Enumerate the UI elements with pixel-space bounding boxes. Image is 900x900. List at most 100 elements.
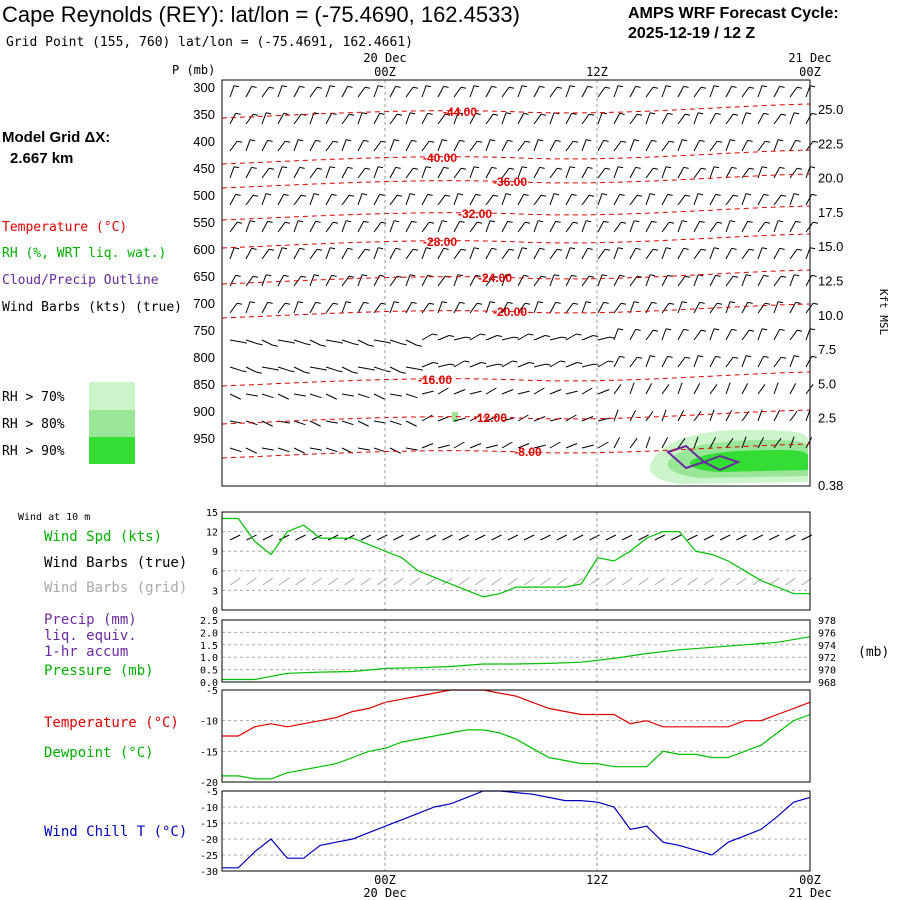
- profile-wind-barb-flag: [602, 274, 608, 277]
- profile-wind-barb: [677, 248, 685, 260]
- profile-wind-barb-flag: [385, 341, 391, 344]
- profile-wind-barb-flag: [236, 140, 243, 143]
- profile-wind-barb-flag: [459, 301, 465, 304]
- profile-wind-barb-flag: [796, 248, 803, 251]
- profile-wind-barb-flag: [603, 220, 609, 223]
- profile-wind-barb-flag: [635, 85, 641, 88]
- profile-wind-barb-flag: [508, 167, 515, 170]
- profile-wind-barb: [741, 436, 747, 449]
- profile-wind-barb: [549, 167, 558, 179]
- profile-wind-barb-flag: [634, 220, 640, 223]
- dewpoint-line: [222, 713, 811, 780]
- profile-wind-barb: [613, 275, 621, 287]
- profile-wind-barb-flag: [523, 112, 529, 115]
- profile-wind-barb-flag: [748, 167, 755, 170]
- profile-wind-barb-flag: [545, 335, 551, 337]
- height-tick-label: 7.5: [818, 342, 836, 357]
- profile-wind-barb-flag: [538, 301, 544, 304]
- profile-wind-barb: [645, 167, 654, 179]
- profile-wind-barb: [421, 140, 430, 152]
- profile-wind-barb-flag: [442, 301, 448, 304]
- profile-wind-barb: [629, 275, 638, 287]
- profile-wind-barb-flag: [779, 328, 785, 331]
- profile-wind-barb: [453, 417, 466, 422]
- profile-wind-barb-flag: [337, 370, 343, 373]
- profile-wind-barb: [709, 113, 717, 125]
- profile-wind-barb-flag: [730, 220, 736, 223]
- profile-wind-barb: [309, 420, 322, 427]
- profile-wind-barb-flag: [619, 112, 625, 115]
- profile-wind-barb-flag: [635, 166, 641, 169]
- profile-wind-barb: [725, 275, 734, 287]
- profile-wind-barb: [805, 356, 813, 368]
- precip-tick-label: 1.0: [200, 653, 218, 664]
- profile-wind-barb: [229, 85, 235, 98]
- profile-wind-barb: [549, 389, 562, 395]
- profile-wind-barb-flag: [555, 139, 561, 142]
- profile-wind-barb: [453, 86, 462, 98]
- profile-wind-barb-flag: [492, 113, 499, 116]
- profile-wind-barb: [709, 166, 715, 179]
- profile-wind-barb: [325, 166, 331, 179]
- profile-wind-barb: [453, 221, 461, 233]
- profile-wind-barb-flag: [730, 139, 736, 142]
- profile-wind-barb: [805, 194, 813, 206]
- wind-tick-label: 9: [212, 547, 218, 558]
- profile-wind-barb: [725, 194, 734, 206]
- profile-wind-barb-flag: [475, 193, 481, 196]
- profile-wind-barb-flag: [780, 275, 787, 278]
- profile-wind-barb: [789, 221, 797, 233]
- profile-wind-barb-flag: [748, 86, 755, 89]
- profile-wind-barb: [261, 393, 274, 399]
- profile-wind-barb-flag: [300, 275, 307, 278]
- profile-wind-barb: [293, 447, 306, 454]
- profile-wind-barb-flag: [480, 333, 486, 336]
- profile-wind-barb-flag: [332, 221, 339, 224]
- profile-wind-barb: [277, 302, 286, 314]
- profile-wind-barb: [277, 447, 290, 453]
- profile-wind-barb: [245, 447, 258, 454]
- profile-wind-barb-flag: [764, 140, 771, 143]
- profile-wind-barb: [437, 335, 450, 341]
- profile-wind-barb: [261, 302, 269, 314]
- profile-wind-barb-flag: [283, 274, 289, 277]
- profile-wind-barb-flag: [394, 220, 400, 223]
- profile-wind-barb-flag: [619, 193, 625, 196]
- profile-wind-barb-flag: [506, 112, 512, 115]
- profile-wind-barb: [293, 139, 299, 152]
- profile-wind-barb-flag: [576, 333, 582, 336]
- profile-wind-barb-flag: [444, 194, 451, 197]
- profile-wind-barb-flag: [667, 355, 673, 358]
- profile-wind-barb-flag: [428, 221, 435, 224]
- profile-wind-barb-flag: [762, 85, 768, 88]
- profile-wind-barb: [485, 248, 493, 260]
- profile-wind-barb: [805, 166, 811, 179]
- profile-wind-barb-flag: [748, 248, 755, 251]
- profile-wind-barb: [341, 248, 349, 260]
- profile-wind-barb-flag: [432, 333, 438, 336]
- profile-wind-barb-flag: [241, 341, 247, 344]
- profile-wind-barb: [485, 335, 498, 341]
- profile-wind-barb-flag: [380, 221, 387, 224]
- profile-wind-barb-flag: [236, 221, 243, 224]
- profile-wind-barb: [453, 441, 465, 449]
- isotherm-line: [221, 409, 811, 425]
- profile-wind-barb-flag: [764, 302, 771, 305]
- profile-wind-barb-flag: [620, 221, 627, 224]
- legend-temperature: Temperature (°C): [2, 220, 127, 235]
- profile-wind-barb: [261, 167, 270, 179]
- profile-wind-barb-flag: [667, 112, 673, 115]
- profile-wind-barb: [469, 333, 481, 341]
- profile-wind-barb: [293, 339, 306, 345]
- profile-wind-barb-flag: [522, 85, 528, 88]
- profile-wind-barb: [533, 194, 542, 206]
- isotherm-label: -16.00: [418, 373, 452, 387]
- profile-wind-barb-flag: [364, 248, 371, 251]
- profile-wind-barb: [501, 336, 514, 341]
- profile-wind-barb: [501, 86, 510, 98]
- profile-wind-barb: [741, 410, 750, 422]
- profile-wind-barb: [389, 86, 397, 98]
- profile-wind-barb: [501, 274, 507, 287]
- precip-tick-label: 2.0: [200, 628, 218, 639]
